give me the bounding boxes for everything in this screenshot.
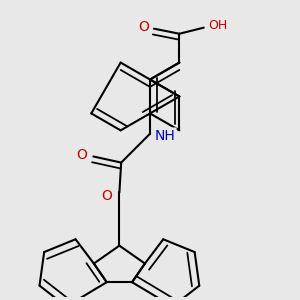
Text: NH: NH (155, 128, 176, 142)
Text: O: O (76, 148, 87, 162)
Text: OH: OH (208, 20, 228, 32)
Text: O: O (101, 189, 112, 203)
Text: O: O (138, 20, 149, 34)
